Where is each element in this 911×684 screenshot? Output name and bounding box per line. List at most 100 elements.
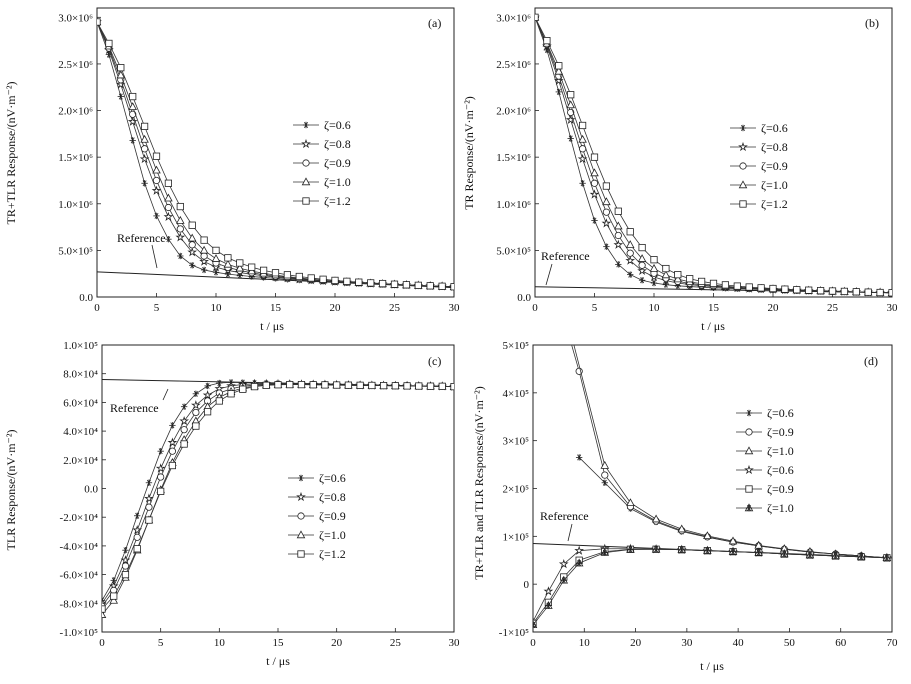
panel-c-legend-entry: ζ=0.8 <box>319 490 346 504</box>
panel-c-series-2-point <box>168 447 176 455</box>
panel-d-series-2-point <box>677 524 687 533</box>
panel-a-series-0-point <box>129 137 136 144</box>
panel-a-series-0-point <box>212 269 220 276</box>
panel-b-series-4-point <box>757 284 765 292</box>
panel-c-xtick-label: 15 <box>273 637 285 649</box>
panel-a-series-4-point <box>152 152 161 160</box>
panel-b-series-0-point <box>638 277 646 284</box>
panel-a-series-4-point <box>259 266 268 274</box>
panel-c-series-2-point <box>180 426 188 434</box>
panel-a-series-4-point <box>450 283 454 291</box>
panel-c-ylabel: TLR Response/(nV·m⁻²) <box>4 430 18 551</box>
panel-b-series-4-point <box>638 243 646 252</box>
panel-a-series-4-point <box>176 202 184 211</box>
panel-a-series-1-point <box>127 116 138 126</box>
panel-b-reference-label: Reference <box>541 249 590 263</box>
panel-b-legend-marker <box>738 180 748 189</box>
panel-d-ytick-label: 0 <box>524 579 530 591</box>
panel-a-legend-entry: ζ=1.0 <box>324 175 351 189</box>
panel-a-series-4-point <box>248 263 256 271</box>
panel-a-series-4-point <box>367 279 375 287</box>
panel-b-series-4-point <box>721 281 730 289</box>
panel-b-legend-marker <box>739 124 747 132</box>
panel-d-reference-label: Reference <box>540 509 589 523</box>
panel-d-series-5-point <box>544 601 553 609</box>
panel-c-series-4-point <box>356 381 364 389</box>
panel-c-series-2-point <box>157 473 165 481</box>
panel-c-series-3-line <box>102 384 454 616</box>
panel-a-series-2-point <box>176 225 184 233</box>
panel-a-series-4 <box>97 18 454 291</box>
chart-marks: 0 5 10 15 20 25 30 0.0 5.0×10⁵ 1.0×10⁶ 1.5×10⁶ 2.0×… <box>58 12 898 649</box>
panel-a-series-3-point <box>187 233 197 242</box>
panel-d-xtick-label: 60 <box>835 637 847 649</box>
panel-b-series-0-point <box>615 261 622 268</box>
panel-c-series-2 <box>102 380 454 610</box>
panel-a-legend-marker <box>302 159 310 167</box>
panel-c-xtick-label: 25 <box>390 637 402 649</box>
panel-a-xtick-label: 30 <box>449 302 461 314</box>
panel-a-series-2-point <box>188 241 196 249</box>
panel-d-legend-marker <box>745 409 753 417</box>
panel-a-series-1-point <box>139 153 150 164</box>
panel-d-series-4 <box>533 545 891 627</box>
panel-a-ytick-label: 3.0×10⁶ <box>58 12 93 24</box>
panel-c-ytick-label: 1.0×10⁵ <box>63 340 98 352</box>
panel-d-ytick-label: -1×10⁵ <box>499 627 529 639</box>
panel-b-series-4-point <box>709 279 718 287</box>
panel-c-series-0-point <box>204 382 211 390</box>
panel-b-series-4-point <box>535 13 539 21</box>
panel-c-ytick-label: -8.0×10⁴ <box>60 598 99 610</box>
panel-a-series-4-point <box>378 279 387 288</box>
panel-d-series-5-point <box>651 544 661 553</box>
panel-b-series-0-point <box>579 180 586 187</box>
panel-b-series-3-point <box>673 274 683 283</box>
panel-c-series-4-point <box>344 381 353 389</box>
panel-c-xtick-label: 10 <box>214 637 226 649</box>
panel-b-legend-entry: ζ=1.2 <box>761 197 788 211</box>
panel-b-series-4-point <box>567 91 575 99</box>
panel-c-series-4 <box>102 381 454 613</box>
panel-b-legend-entry: ζ=0.9 <box>761 159 788 173</box>
panel-a-label: (a) <box>428 16 441 30</box>
panel-b-series-4-point <box>602 182 611 190</box>
panel-a-series-3-point <box>223 259 233 268</box>
panel-c-series-4-point <box>450 383 454 391</box>
panel-b-series-4-point <box>817 287 825 295</box>
panel-c-series-0-point <box>122 547 129 554</box>
panel-b-series-4-point <box>888 289 892 297</box>
panel-a-ytick-label: 0.0 <box>79 292 93 304</box>
panel-d-legend-marker <box>744 446 754 455</box>
panel-d-ytick-label: 2×10⁵ <box>502 484 529 496</box>
panel-d-frame <box>532 344 893 633</box>
panel-a-legend-entry: ζ=0.8 <box>324 137 351 151</box>
panel-a-ytick-label: 2.5×10⁶ <box>58 59 93 71</box>
panel-c-ytick-label: 6.0×10⁴ <box>63 397 98 409</box>
panel-a-series-4-point <box>343 277 351 285</box>
panel-a-series-3-point <box>176 215 185 224</box>
panel-a-series-3-point <box>152 165 161 174</box>
panel-c-series-4-point <box>391 382 399 390</box>
panel-b-ytick-label: 3.0×10⁶ <box>496 12 531 24</box>
panel-d-reference-arrow <box>567 523 573 542</box>
panel-d-series-5-point <box>559 575 569 584</box>
panel-a-series-4-point <box>390 280 399 288</box>
panel-b-xtick-label: 25 <box>827 302 839 314</box>
panel-b-series-2-point <box>626 249 634 257</box>
panel-b-ytick-label: 5.0×10⁵ <box>496 245 531 257</box>
panel-a-series-0-point <box>165 236 172 243</box>
panel-b-ytick-label: 2.0×10⁶ <box>496 106 531 118</box>
panel-a-xtick-label: 5 <box>154 302 160 314</box>
panel-c-series-4-point <box>157 487 165 495</box>
panel-d-series-5-point <box>533 620 538 629</box>
panel-b-series-4-point <box>876 288 884 297</box>
panel-c-series-4-point <box>121 571 130 579</box>
panel-c-series-2-point <box>133 533 141 541</box>
panel-b-xtick-label: 20 <box>768 302 780 314</box>
panel-c-series-4-point <box>403 382 411 390</box>
panel-b-xtick-label: 5 <box>592 302 598 314</box>
panel-a-xtick-label: 20 <box>330 302 342 314</box>
panel-a-ytick-label: 1.5×10⁶ <box>58 152 93 164</box>
panel-c-legend-marker <box>297 550 305 558</box>
panel-a-series-4-point <box>402 281 411 289</box>
